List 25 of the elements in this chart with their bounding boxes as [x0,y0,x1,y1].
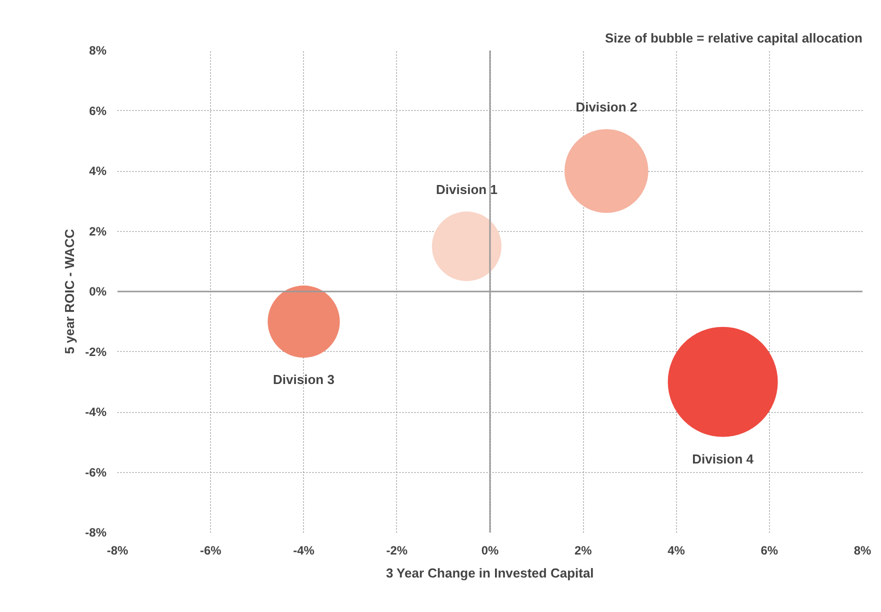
series-label: Division 4 [692,451,754,466]
x-tick-label: 0% [481,544,499,558]
y-tick-label: -4% [85,405,107,419]
x-tick-label: 4% [668,544,686,558]
series-label: Division 2 [576,100,638,115]
y-tick-label: -2% [85,344,107,359]
x-tick-label: 2% [574,544,592,558]
y-tick-label: -8% [85,526,107,540]
x-tick-label: -4% [293,544,315,558]
y-tick-label: 2% [89,224,107,238]
x-tick-label: -2% [386,544,408,558]
x-tick-label: 8% [854,544,872,558]
x-tick-label: 6% [760,544,778,558]
y-tick-label: 4% [89,164,107,178]
series-label: Division 1 [436,182,498,198]
y-tick-label: 8% [89,44,107,58]
y-tick-label: 6% [89,104,107,118]
y-axis-title: 5 year ROIC - WACC [62,228,78,354]
y-tick-label: -6% [85,465,107,480]
x-tick-label: -6% [200,544,222,558]
x-tick-label: -8% [106,544,128,558]
y-tick-label: 0% [89,284,107,298]
chart-title: Size of bubble = relative capital allocation [604,30,863,46]
series-label: Division 3 [273,372,334,388]
x-axis-title: 3 Year Change in Invested Capital [386,566,594,580]
